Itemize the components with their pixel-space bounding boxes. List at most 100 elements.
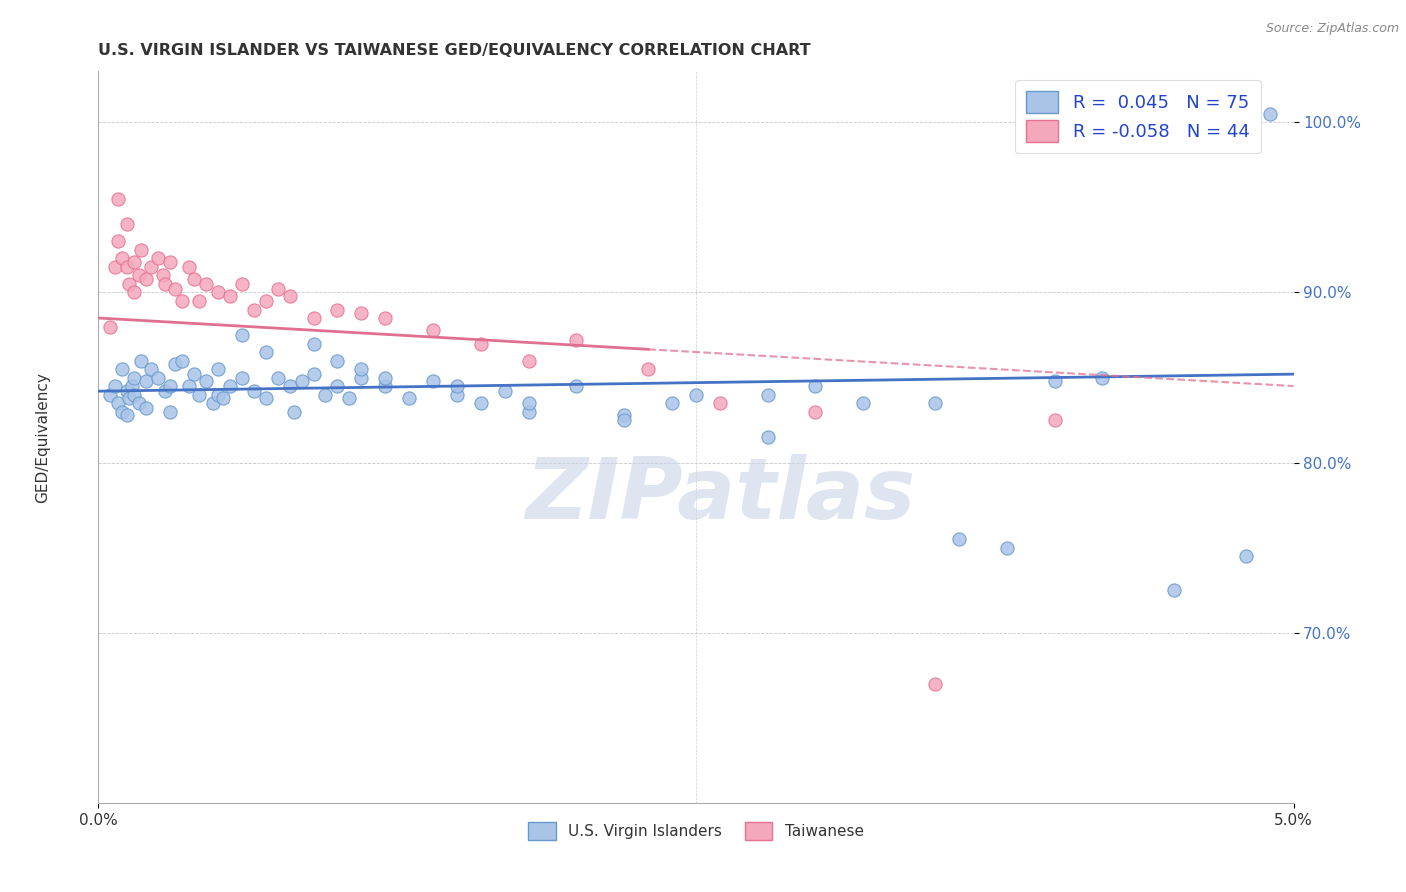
Point (135, 272, 157, 286)
Point (118, 391, 141, 405)
Point (374, 370, 396, 384)
Point (207, 387, 229, 401)
Point (115, 218, 138, 232)
Point (565, 333, 588, 347)
Point (155, 384, 177, 399)
Point (267, 370, 290, 384)
Point (1234, 549, 1257, 563)
Point (148, 370, 170, 384)
Point (111, 252, 134, 266)
Point (804, 379, 827, 393)
Text: U.S. VIRGIN ISLANDER VS TAIWANESE GED/EQUIVALENCY CORRELATION CHART: U.S. VIRGIN ISLANDER VS TAIWANESE GED/EQ… (98, 43, 811, 58)
Point (219, 379, 242, 393)
Point (128, 268, 150, 283)
Point (283, 404, 305, 418)
Point (121, 379, 143, 393)
Point (111, 362, 134, 376)
Point (179, 379, 201, 393)
Point (131, 353, 153, 368)
Point (852, 396, 875, 410)
Point (107, 192, 129, 206)
Point (446, 379, 468, 393)
Point (152, 268, 174, 283)
Point (195, 277, 218, 291)
Point (183, 367, 205, 381)
Point (1043, 374, 1066, 388)
Point (613, 408, 636, 422)
Point (115, 408, 138, 422)
Point (350, 370, 373, 384)
Point (446, 387, 468, 401)
Point (135, 401, 157, 416)
Point (219, 289, 242, 303)
Point (243, 302, 266, 317)
Point (637, 362, 659, 376)
Point (139, 260, 162, 274)
Point (187, 293, 209, 308)
Point (183, 272, 205, 286)
Point (315, 387, 337, 401)
Point (291, 374, 314, 388)
Point (948, 532, 970, 546)
Point (326, 379, 349, 393)
Point (302, 311, 325, 326)
Point (115, 384, 138, 399)
Point (398, 391, 420, 405)
Point (350, 362, 373, 376)
Point (350, 306, 373, 320)
Point (124, 255, 146, 269)
Point (124, 370, 146, 384)
Point (187, 387, 209, 401)
Point (243, 384, 266, 399)
Point (565, 379, 588, 393)
Point (374, 311, 396, 326)
Point (231, 277, 253, 291)
Point (128, 396, 150, 410)
Text: ZIPatlas: ZIPatlas (524, 454, 915, 537)
Point (1163, 583, 1185, 598)
Point (422, 323, 444, 337)
Point (131, 243, 153, 257)
Point (104, 260, 127, 274)
Point (517, 404, 540, 418)
Point (302, 336, 325, 351)
Point (1043, 413, 1066, 427)
Point (517, 396, 540, 410)
Legend: U.S. Virgin Islanders, Taiwanese: U.S. Virgin Islanders, Taiwanese (522, 815, 870, 847)
Point (995, 541, 1018, 555)
Point (709, 396, 731, 410)
Point (231, 328, 253, 343)
Point (278, 289, 301, 303)
Y-axis label: GED/Equivalency: GED/Equivalency (35, 372, 49, 502)
Point (98, 387, 122, 401)
Point (159, 379, 181, 393)
Point (159, 255, 181, 269)
Point (172, 293, 194, 308)
Point (148, 252, 170, 266)
Point (202, 396, 225, 410)
Point (207, 362, 229, 376)
Point (163, 357, 186, 371)
Point (155, 277, 177, 291)
Point (172, 353, 194, 368)
Point (326, 353, 349, 368)
Point (107, 235, 129, 249)
Point (254, 293, 277, 308)
Point (422, 374, 444, 388)
Point (179, 260, 201, 274)
Point (104, 379, 127, 393)
Point (302, 367, 325, 381)
Point (517, 353, 540, 368)
Point (1091, 370, 1114, 384)
Point (163, 282, 186, 296)
Point (231, 370, 253, 384)
Point (98, 319, 122, 334)
Point (207, 285, 229, 300)
Point (267, 282, 290, 296)
Point (924, 396, 946, 410)
Text: Source: ZipAtlas.com: Source: ZipAtlas.com (1265, 22, 1399, 36)
Point (1258, 107, 1281, 121)
Point (685, 387, 707, 401)
Point (118, 277, 141, 291)
Point (111, 404, 134, 418)
